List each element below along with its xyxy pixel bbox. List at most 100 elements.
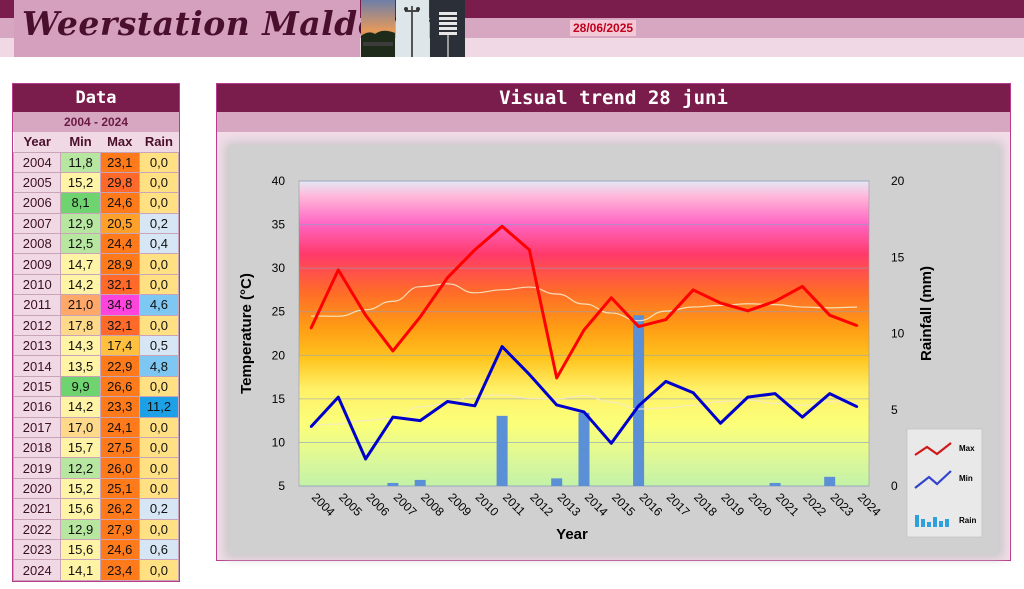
y2-tick-label: 0 (891, 479, 898, 493)
table-row: 2022 12,9 27,9 0,0 (12, 518, 180, 540)
data-point (364, 457, 367, 461)
cell-max: 27,5 (99, 436, 140, 459)
cell-year: 2009 (12, 253, 62, 275)
cell-min: 21,0 (60, 294, 101, 316)
cell-rain: 0,0 (138, 477, 180, 500)
cell-min: 13,5 (60, 355, 101, 377)
x-tick-label: 2010 (473, 490, 502, 519)
rain-bar (633, 315, 645, 486)
cell-max: 17,4 (99, 335, 140, 357)
cell-min: 12,5 (60, 233, 101, 255)
cell-max: 28,9 (99, 253, 140, 275)
table-row: 2012 17,8 32,1 0,0 (12, 314, 180, 337)
cell-rain: 0,0 (138, 192, 180, 214)
col-header-max: Max (100, 132, 140, 152)
cell-min: 14,1 (60, 559, 101, 581)
table-row: 2005 15,2 29,8 0,0 (12, 171, 180, 194)
cell-year: 2012 (12, 314, 62, 337)
data-point (746, 309, 749, 313)
data-panel-title: Data (13, 84, 179, 112)
data-point (446, 400, 449, 403)
cell-rain: 0,0 (138, 151, 180, 173)
cell-rain: 0,5 (138, 335, 180, 357)
x-tick-label: 2013 (555, 490, 584, 519)
data-point (664, 318, 668, 321)
data-point (855, 324, 859, 327)
cell-min: 12,9 (60, 212, 101, 235)
chart-panel: Visual trend 28 juni (216, 83, 1011, 561)
table-row: 2007 12,9 20,5 0,2 (12, 212, 180, 235)
data-point (801, 285, 804, 288)
col-header-year: Year (13, 132, 61, 152)
x-tick-label: 2006 (363, 490, 392, 519)
table-row: 2015 9,9 26,6 0,0 (12, 375, 180, 398)
x-axis-label: Year (556, 526, 588, 543)
table-row: 2020 15,2 25,1 0,0 (12, 477, 180, 500)
table-row: 2013 14,3 17,4 0,5 (12, 335, 180, 357)
rain-bars (387, 315, 836, 486)
cell-max: 24,6 (99, 192, 140, 214)
x-tick-label: 2021 (773, 490, 802, 519)
cell-max: 24,1 (99, 416, 140, 438)
current-date: 28/06/2025 (570, 20, 637, 36)
data-point (746, 395, 749, 399)
data-point (309, 425, 313, 428)
y-tick-label: 40 (272, 174, 286, 188)
rain-bar (551, 478, 563, 486)
legend-icon-min (914, 470, 952, 489)
data-point (828, 314, 831, 317)
data-point (555, 403, 558, 407)
cell-year: 2008 (12, 233, 62, 255)
data-point (419, 419, 422, 422)
data-point (446, 276, 449, 279)
cell-min: 15,2 (60, 477, 101, 500)
trendline-min (310, 394, 858, 426)
x-tick-label: 2004 (309, 490, 338, 519)
x-tick-label: 2005 (336, 490, 365, 519)
cell-max: 32,1 (99, 273, 140, 296)
rain-bar (496, 415, 508, 486)
cell-min: 14,2 (60, 396, 101, 418)
y-tick-label: 30 (272, 261, 286, 275)
col-header-min: Min (60, 132, 101, 152)
col-header-rain: Rain (139, 132, 179, 152)
cell-max: 25,1 (99, 477, 140, 500)
data-point (828, 392, 831, 395)
cell-year: 2022 (12, 518, 62, 540)
data-point (582, 410, 586, 414)
cell-year: 2005 (12, 171, 62, 194)
cell-rain: 4,8 (138, 355, 180, 377)
x-tick-label: 2007 (391, 490, 420, 519)
cell-min: 9,9 (60, 375, 101, 398)
radiation-shield-photo (430, 0, 465, 57)
table-row: 2010 14,2 32,1 0,0 (12, 273, 180, 296)
cell-min: 15,6 (60, 538, 101, 561)
cell-min: 14,2 (60, 273, 101, 296)
cell-rain: 0,0 (138, 314, 180, 337)
x-tick-label: 2020 (746, 490, 775, 519)
cell-rain: 0,0 (138, 436, 180, 459)
data-point (773, 300, 777, 303)
cell-min: 17,8 (60, 314, 101, 337)
legend-icon-rain-bar (933, 517, 937, 527)
x-tick-label: 2009 (445, 490, 474, 519)
header: Weerstation Malderen (0, 0, 1024, 57)
cell-max: 23,3 (99, 396, 140, 418)
legend-icon-rain-bar (921, 519, 925, 527)
data-point (637, 325, 640, 328)
table-row: 2023 15,6 24,6 0,6 (12, 538, 180, 561)
cell-year: 2024 (12, 559, 62, 581)
cell-min: 15,6 (60, 498, 101, 520)
data-point (364, 314, 367, 317)
y2-tick-label: 20 (891, 174, 905, 188)
rain-bar (824, 476, 836, 486)
cell-min: 8,1 (60, 192, 101, 214)
cell-max: 26,6 (99, 375, 140, 398)
cell-year: 2021 (12, 498, 62, 520)
data-point (337, 268, 340, 272)
cell-year: 2017 (12, 416, 62, 438)
cell-year: 2004 (12, 151, 62, 173)
data-point (473, 248, 476, 252)
cell-year: 2016 (12, 396, 62, 418)
